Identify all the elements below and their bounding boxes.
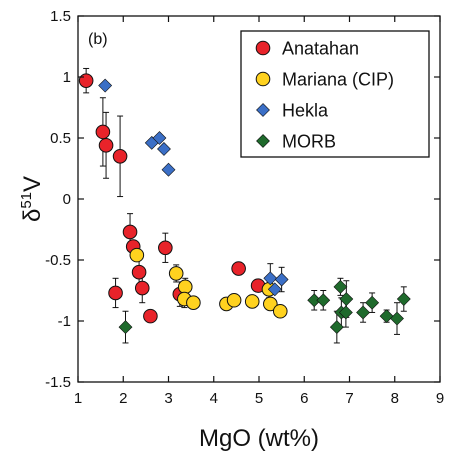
legend-marker-anatahan (255, 40, 271, 56)
y-tick-label: -1 (58, 313, 71, 330)
morb-point (316, 293, 331, 308)
x-tick-label: 2 (119, 390, 127, 407)
anatahan-point (112, 149, 128, 164)
anatahan-point (95, 124, 111, 140)
mariana-cip-point (263, 296, 278, 312)
morb-point (396, 292, 411, 306)
anatahan-point (108, 285, 123, 301)
x-axis-title: MgO (wt%) (199, 425, 319, 452)
mariana-cip-point (244, 294, 260, 309)
morb-point (339, 292, 354, 306)
hekla-point (263, 271, 278, 286)
morb-point (333, 279, 348, 294)
legend-marker-hekla (256, 103, 270, 117)
legend-label-anatahan: Anatahan (282, 39, 359, 59)
morb-point (379, 309, 394, 324)
morb-point (365, 295, 380, 310)
hekla-point (274, 272, 289, 287)
y-axis-title-element: V (19, 176, 46, 192)
y-tick-label: 1.5 (50, 8, 71, 25)
morb-point (338, 305, 353, 320)
y-axis-title-delta: δ (19, 209, 46, 222)
y-axis-title-superscript: 51 (18, 192, 35, 209)
morb-point (356, 305, 370, 320)
anatahan-point (134, 280, 150, 296)
panel-label: (b) (88, 31, 108, 48)
y-tick-label: 0 (63, 191, 71, 208)
x-tick-label: 7 (345, 390, 353, 407)
x-tick-label: 6 (300, 390, 308, 407)
anatahan-point (143, 308, 158, 324)
data-points (78, 73, 411, 335)
y-tick-label: 0.5 (50, 130, 71, 147)
y-axis-title: δ51V (18, 176, 46, 222)
mariana-cip-point (272, 303, 288, 319)
hekla-point (98, 78, 113, 93)
x-tick-label: 3 (164, 390, 172, 407)
x-tick-label: 5 (255, 390, 263, 407)
legend-label-hekla: Hekla (282, 101, 329, 121)
legend-label-mariana-cip: Mariana (CIP) (282, 70, 394, 90)
mariana-cip-point (226, 292, 242, 308)
mariana-cip-point (129, 247, 145, 263)
legend-marker-mariana-cip (255, 71, 271, 87)
hekla-point (161, 162, 176, 177)
anatahan-point (131, 264, 147, 280)
morb-point (390, 311, 404, 326)
mariana-cip-point (186, 295, 201, 311)
morb-point (329, 320, 344, 335)
legend: Anatahan Mariana (CIP) Hekla MORB (240, 30, 430, 158)
y-tick-label: -1.5 (45, 374, 71, 391)
anatahan-point (98, 138, 114, 153)
legend-label-morb: MORB (282, 132, 336, 152)
x-tick-label: 4 (210, 390, 218, 407)
x-tick-label: 8 (391, 390, 399, 407)
axis-ticks: 1 2 3 4 5 6 7 8 9 1.5 1 0.5 0 -0.5 -1 -1.5 (45, 8, 444, 407)
anatahan-point (231, 261, 246, 276)
anatahan-point (122, 224, 138, 240)
y-tick-label: 1 (63, 69, 71, 86)
y-tick-label: -0.5 (45, 252, 71, 269)
legend-marker-morb (256, 134, 270, 148)
legend-box (240, 30, 430, 158)
mariana-cip-point (177, 279, 193, 295)
hekla-point (152, 131, 167, 145)
anatahan-point (78, 73, 94, 88)
morb-point (118, 320, 133, 335)
x-tick-label: 9 (436, 390, 444, 407)
anatahan-point (158, 240, 173, 256)
hekla-point (267, 282, 282, 297)
hekla-point (157, 142, 171, 156)
mariana-cip-point (168, 266, 184, 281)
legend-items: Anatahan Mariana (CIP) Hekla MORB (255, 39, 394, 152)
x-tick-label: 1 (74, 390, 82, 407)
